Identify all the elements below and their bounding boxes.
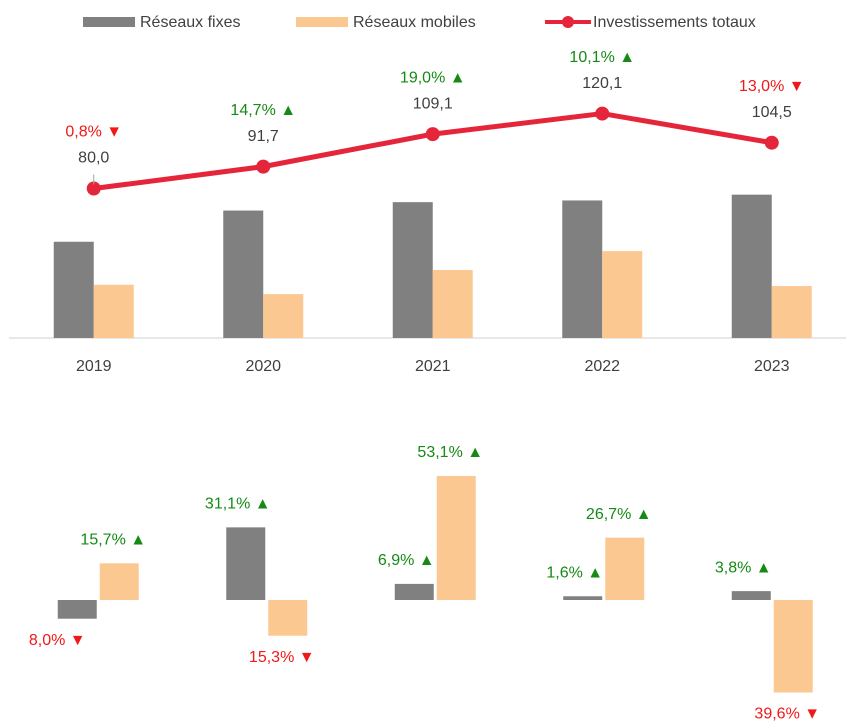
bar — [263, 294, 304, 338]
legend-swatch — [296, 17, 348, 27]
value-label: 8,0% ▼ — [29, 632, 86, 649]
value-label: 104,5 — [752, 104, 792, 121]
value-label: 15,7% ▲ — [80, 532, 146, 549]
value-label: 26,7% ▲ — [586, 506, 652, 523]
bar — [432, 269, 473, 338]
value-label: 31,1% ▲ — [205, 496, 271, 513]
bar — [436, 475, 476, 601]
value-label: 39,6% ▼ — [754, 706, 820, 723]
value-label: 53,1% ▲ — [417, 444, 483, 461]
bar — [268, 600, 308, 636]
bar — [57, 600, 97, 619]
line-marker — [764, 135, 779, 150]
bar — [602, 251, 643, 338]
value-label: 15,3% ▼ — [249, 649, 315, 666]
legend-label: Réseaux fixes — [140, 14, 241, 31]
bar — [605, 537, 645, 601]
bar — [563, 596, 603, 601]
x-tick-label: 2020 — [245, 358, 281, 375]
line-marker — [595, 106, 610, 121]
value-label: 1,6% ▲ — [546, 564, 603, 581]
bar — [731, 194, 772, 338]
value-label: 6,9% ▲ — [378, 552, 435, 569]
bar — [394, 583, 434, 601]
value-label: 120,1 — [582, 75, 622, 92]
value-label: 3,8% ▲ — [715, 559, 772, 576]
value-label: 109,1 — [413, 95, 453, 112]
bar — [93, 284, 134, 338]
legend-label: Investissements totaux — [593, 14, 756, 31]
x-tick-label: 2019 — [76, 358, 112, 375]
legend-marker — [562, 16, 574, 28]
x-tick-label: 2023 — [754, 358, 790, 375]
x-tick-label: 2021 — [415, 358, 451, 375]
bar — [226, 527, 266, 601]
change-label: 14,7% ▲ — [230, 102, 296, 119]
legend-swatch — [83, 17, 135, 27]
change-label: 13,0% ▼ — [739, 78, 805, 95]
change-label: 0,8% ▼ — [65, 124, 122, 141]
line — [93, 111, 773, 191]
bar — [771, 286, 812, 338]
legend-label: Réseaux mobiles — [353, 14, 476, 31]
bar — [99, 563, 139, 601]
bar — [223, 210, 264, 338]
bar — [731, 591, 771, 601]
bar — [53, 241, 94, 338]
bar — [392, 202, 433, 338]
line-marker — [86, 181, 101, 196]
line-marker — [256, 159, 271, 174]
bar — [562, 200, 603, 338]
change-label: 10,1% ▲ — [569, 49, 635, 66]
bar — [773, 600, 813, 693]
line-marker — [425, 127, 440, 142]
value-label: 80,0 — [78, 150, 109, 167]
change-label: 19,0% ▲ — [400, 69, 466, 86]
value-label: 91,7 — [248, 128, 279, 145]
x-tick-label: 2022 — [584, 358, 620, 375]
